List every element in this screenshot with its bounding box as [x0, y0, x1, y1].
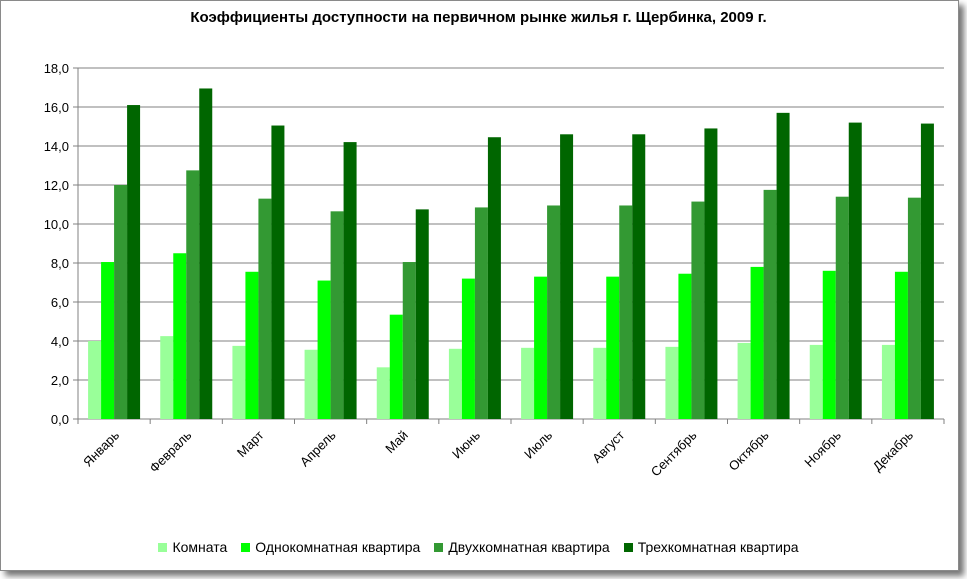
y-tick-label: 14,0 [44, 139, 69, 154]
bar [474, 207, 488, 419]
bar [894, 271, 908, 419]
bar [317, 280, 331, 419]
y-tick-label: 18,0 [44, 61, 69, 76]
y-tick-label: 10,0 [44, 217, 69, 232]
bar [632, 134, 646, 420]
legend: Комната Однокомнатная квартира Двухкомнатн… [0, 539, 957, 555]
bar [173, 253, 187, 419]
legend-label: Двухкомнатная квартира [448, 539, 610, 555]
x-tick-label: Январь [80, 427, 122, 469]
bar [619, 205, 633, 419]
y-tick-label: 4,0 [51, 334, 69, 349]
bar [678, 273, 692, 419]
x-tick-label: Июль [521, 427, 555, 461]
bar [330, 211, 344, 419]
y-tick-label: 6,0 [51, 295, 69, 310]
legend-label: Однокомнатная квартира [255, 539, 421, 555]
x-tick-label: Август [589, 427, 627, 465]
x-tick-labels: Январь Февраль Март Апрель Май Июнь Июль Август… [80, 427, 916, 479]
axes [73, 67, 945, 424]
legend-swatch [434, 542, 444, 552]
legend-swatch [623, 542, 633, 552]
bar [881, 344, 895, 419]
bar [704, 128, 718, 419]
bar [245, 271, 259, 419]
legend-item: Трехкомнатная квартира [623, 539, 799, 555]
bar [809, 344, 823, 419]
legend-swatch [158, 542, 168, 552]
x-tick-label: Февраль [146, 427, 194, 475]
y-tick-label: 16,0 [44, 100, 69, 115]
bar [402, 262, 416, 419]
x-tick-label: Октябрь [725, 427, 771, 473]
bar [160, 336, 174, 419]
bar [199, 88, 213, 419]
y-tick-labels: 0,0 2,0 4,0 6,0 8,0 10,0 12,0 14,0 16,0 18,0 [44, 61, 69, 427]
bar [665, 346, 679, 419]
bar [389, 314, 403, 419]
y-tick-label: 0,0 [51, 412, 69, 427]
bar [593, 347, 607, 419]
bar [376, 367, 390, 419]
bar [750, 266, 764, 419]
bar [487, 137, 501, 419]
y-tick-label: 2,0 [51, 373, 69, 388]
legend-item: Двухкомнатная квартира [434, 539, 610, 555]
bar [343, 142, 357, 419]
bar [101, 262, 115, 419]
legend-label: Комната [172, 539, 228, 555]
bar [534, 276, 548, 419]
bars [88, 88, 934, 420]
x-tick-label: Сентябрь [648, 427, 700, 479]
bar [907, 197, 921, 419]
bar [547, 205, 561, 419]
legend-swatch [241, 542, 251, 552]
x-tick-label: Март [234, 427, 267, 460]
bar [114, 185, 128, 419]
bar [448, 348, 462, 419]
bar [848, 122, 862, 419]
gridlines [78, 67, 944, 381]
bar [776, 112, 790, 419]
y-tick-label: 8,0 [51, 256, 69, 271]
bar [461, 278, 475, 419]
bar [763, 189, 777, 419]
bar [920, 123, 934, 419]
bar [304, 349, 318, 419]
chart-title: Коэффициенты доступности на первичном ры… [190, 9, 767, 26]
bar [822, 270, 836, 419]
legend-label: Трехкомнатная квартира [637, 539, 799, 555]
x-tick-label: Декабрь [870, 427, 917, 474]
y-tick-label: 12,0 [44, 178, 69, 193]
x-tick-label: Апрель [297, 427, 339, 469]
bar [521, 347, 535, 419]
bar [415, 209, 429, 419]
bar [127, 105, 141, 420]
x-tick-label: Ноябрь [801, 427, 844, 470]
bar [606, 276, 620, 419]
x-tick-label: Июнь [449, 427, 483, 461]
legend-item: Однокомнатная квартира [241, 539, 420, 555]
bar [258, 198, 272, 419]
legend-item: Комната [158, 539, 227, 555]
bar [88, 341, 102, 419]
bar [271, 125, 285, 420]
bar [232, 345, 246, 419]
x-tick-label: Май [382, 428, 411, 457]
bar [691, 201, 705, 419]
bar [835, 196, 849, 419]
bar [737, 342, 751, 419]
bar [560, 134, 574, 420]
bar [186, 170, 200, 419]
